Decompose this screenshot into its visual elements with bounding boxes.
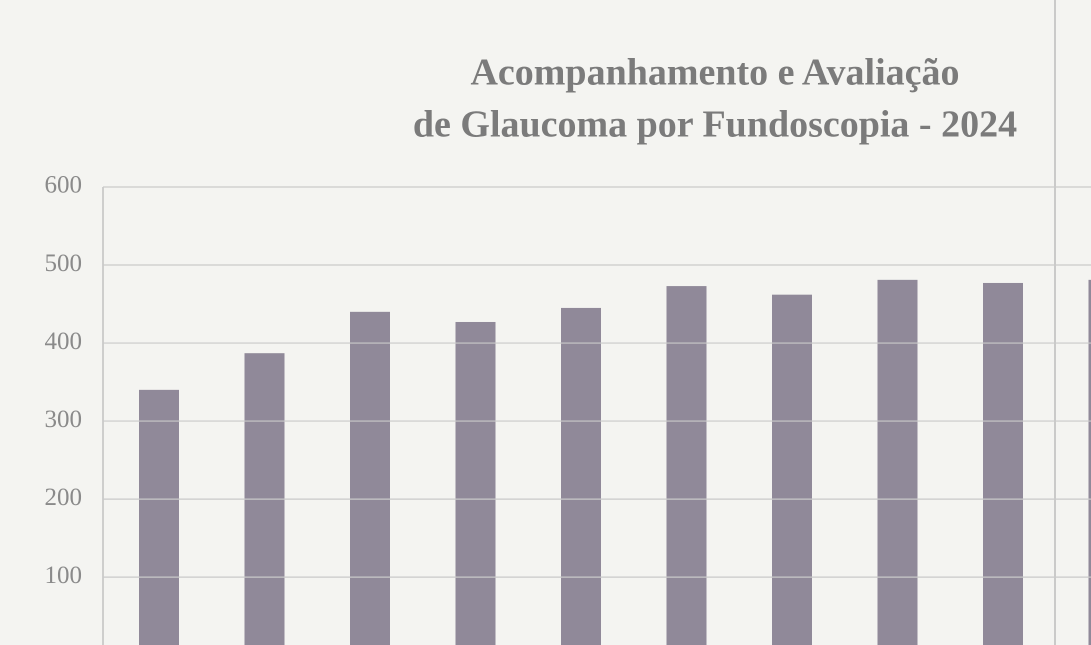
bar: [666, 286, 707, 645]
chart-title: Acompanhamento e Avaliação: [470, 52, 959, 94]
bar: [983, 282, 1023, 645]
plot-area: [139, 279, 1091, 645]
chart-title: de Glaucoma por Fundoscopia - 2024: [413, 104, 1017, 146]
bar: [772, 294, 812, 645]
bar: [561, 307, 601, 645]
y-tick-label: 600: [45, 172, 83, 199]
bar: [455, 321, 496, 645]
y-tick-label: 100: [45, 562, 83, 589]
bar: [1088, 279, 1091, 645]
bar: [139, 389, 179, 645]
y-tick-label: 200: [45, 484, 83, 511]
y-tick-label: 400: [45, 328, 83, 355]
y-tick-label: 500: [45, 250, 83, 277]
bar: [877, 279, 918, 645]
y-tick-label: 300: [45, 406, 83, 433]
bar: [350, 311, 390, 645]
